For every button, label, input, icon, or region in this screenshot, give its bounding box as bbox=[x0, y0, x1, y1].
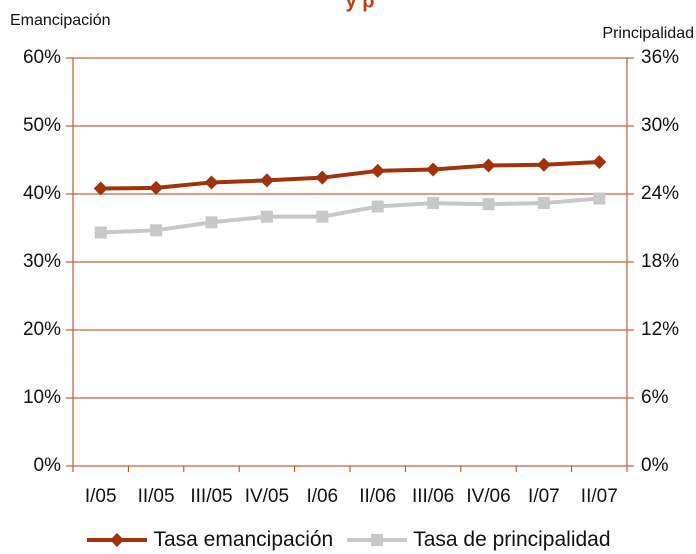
legend-item-principalidad: Tasa de principalidad bbox=[345, 528, 611, 552]
left-tick-label: 10% bbox=[23, 387, 61, 408]
left-tick-label: 40% bbox=[23, 183, 61, 204]
data-point-principalidad bbox=[593, 192, 606, 205]
data-point-emancipacion bbox=[426, 162, 441, 177]
data-point-emancipacion bbox=[481, 158, 496, 173]
x-tick-label: II/06 bbox=[359, 486, 396, 507]
x-tick-label: III/06 bbox=[412, 486, 454, 507]
data-point-emancipacion bbox=[370, 163, 385, 178]
series-line-1 bbox=[100, 160, 600, 191]
data-point-emancipacion bbox=[149, 180, 164, 195]
left-tick-label: 20% bbox=[23, 319, 61, 340]
data-point-principalidad bbox=[371, 200, 384, 213]
x-tick-label: IV/05 bbox=[245, 486, 289, 507]
left-tick-labels: 0% 10% 20% 30% 40% 50% 60% bbox=[23, 47, 61, 476]
left-tick-label: 50% bbox=[23, 115, 61, 136]
data-point-principalidad bbox=[150, 224, 163, 237]
left-axis-title: Emancipación bbox=[10, 12, 111, 29]
x-tick-label: II/05 bbox=[138, 486, 175, 507]
legend-item-emancipacion: Tasa emancipación bbox=[85, 528, 333, 552]
data-point-emancipacion bbox=[592, 155, 607, 170]
x-tick-label: I/07 bbox=[528, 486, 560, 507]
x-tick-labels: I/05 II/05 III/05 IV/05 I/06 II/06 III/06 IV/06… bbox=[85, 486, 618, 507]
legend-label-emancipacion: Tasa emancipación bbox=[153, 528, 334, 551]
data-point-principalidad bbox=[482, 198, 495, 211]
right-tick-labels: 0% 6% 12% 18% 24% 30% 36% bbox=[641, 47, 679, 476]
data-point-principalidad bbox=[316, 210, 329, 223]
right-tick-label: 18% bbox=[641, 251, 679, 272]
x-tick-label: I/05 bbox=[85, 486, 117, 507]
legend-label-principalidad: Tasa de principalidad bbox=[413, 528, 611, 551]
right-tick-label: 6% bbox=[641, 387, 669, 408]
legend-swatch-emancipacion bbox=[87, 533, 148, 547]
data-point-emancipacion bbox=[204, 175, 219, 190]
left-tick-label: 30% bbox=[23, 251, 61, 272]
data-point-principalidad bbox=[205, 216, 218, 229]
data-point-emancipacion bbox=[315, 170, 330, 185]
series-line-2 bbox=[100, 196, 600, 235]
chart-title: y p bbox=[346, 0, 375, 12]
right-tick-label: 12% bbox=[641, 319, 679, 340]
x-tick-label: I/06 bbox=[306, 486, 338, 507]
right-tick-label: 36% bbox=[641, 47, 679, 68]
axes bbox=[66, 57, 634, 472]
data-point-emancipacion bbox=[536, 157, 551, 172]
data-point-principalidad bbox=[427, 197, 440, 210]
legend-swatch-principalidad bbox=[347, 534, 408, 546]
data-point-emancipacion bbox=[259, 173, 274, 188]
right-tick-label: 0% bbox=[641, 455, 669, 476]
series-layer bbox=[93, 155, 607, 239]
data-point-principalidad bbox=[260, 210, 273, 223]
left-tick-label: 60% bbox=[23, 47, 61, 68]
data-point-principalidad bbox=[537, 197, 550, 210]
right-axis-title: Principalidad bbox=[602, 25, 694, 42]
x-tick-label: IV/06 bbox=[466, 486, 510, 507]
data-point-principalidad bbox=[94, 226, 107, 239]
right-tick-label: 24% bbox=[641, 183, 679, 204]
right-tick-label: 30% bbox=[641, 115, 679, 136]
legend: Tasa emancipación Tasa de principalidad bbox=[0, 526, 696, 554]
dual-axis-line-chart: y p Emancipación Principalidad 0% 10% 20% 3… bbox=[10, 0, 694, 507]
left-tick-label: 0% bbox=[34, 455, 62, 476]
data-point-emancipacion bbox=[93, 181, 108, 196]
x-tick-label: II/07 bbox=[581, 486, 618, 507]
x-tick-label: III/05 bbox=[190, 486, 232, 507]
gridlines bbox=[73, 57, 627, 399]
